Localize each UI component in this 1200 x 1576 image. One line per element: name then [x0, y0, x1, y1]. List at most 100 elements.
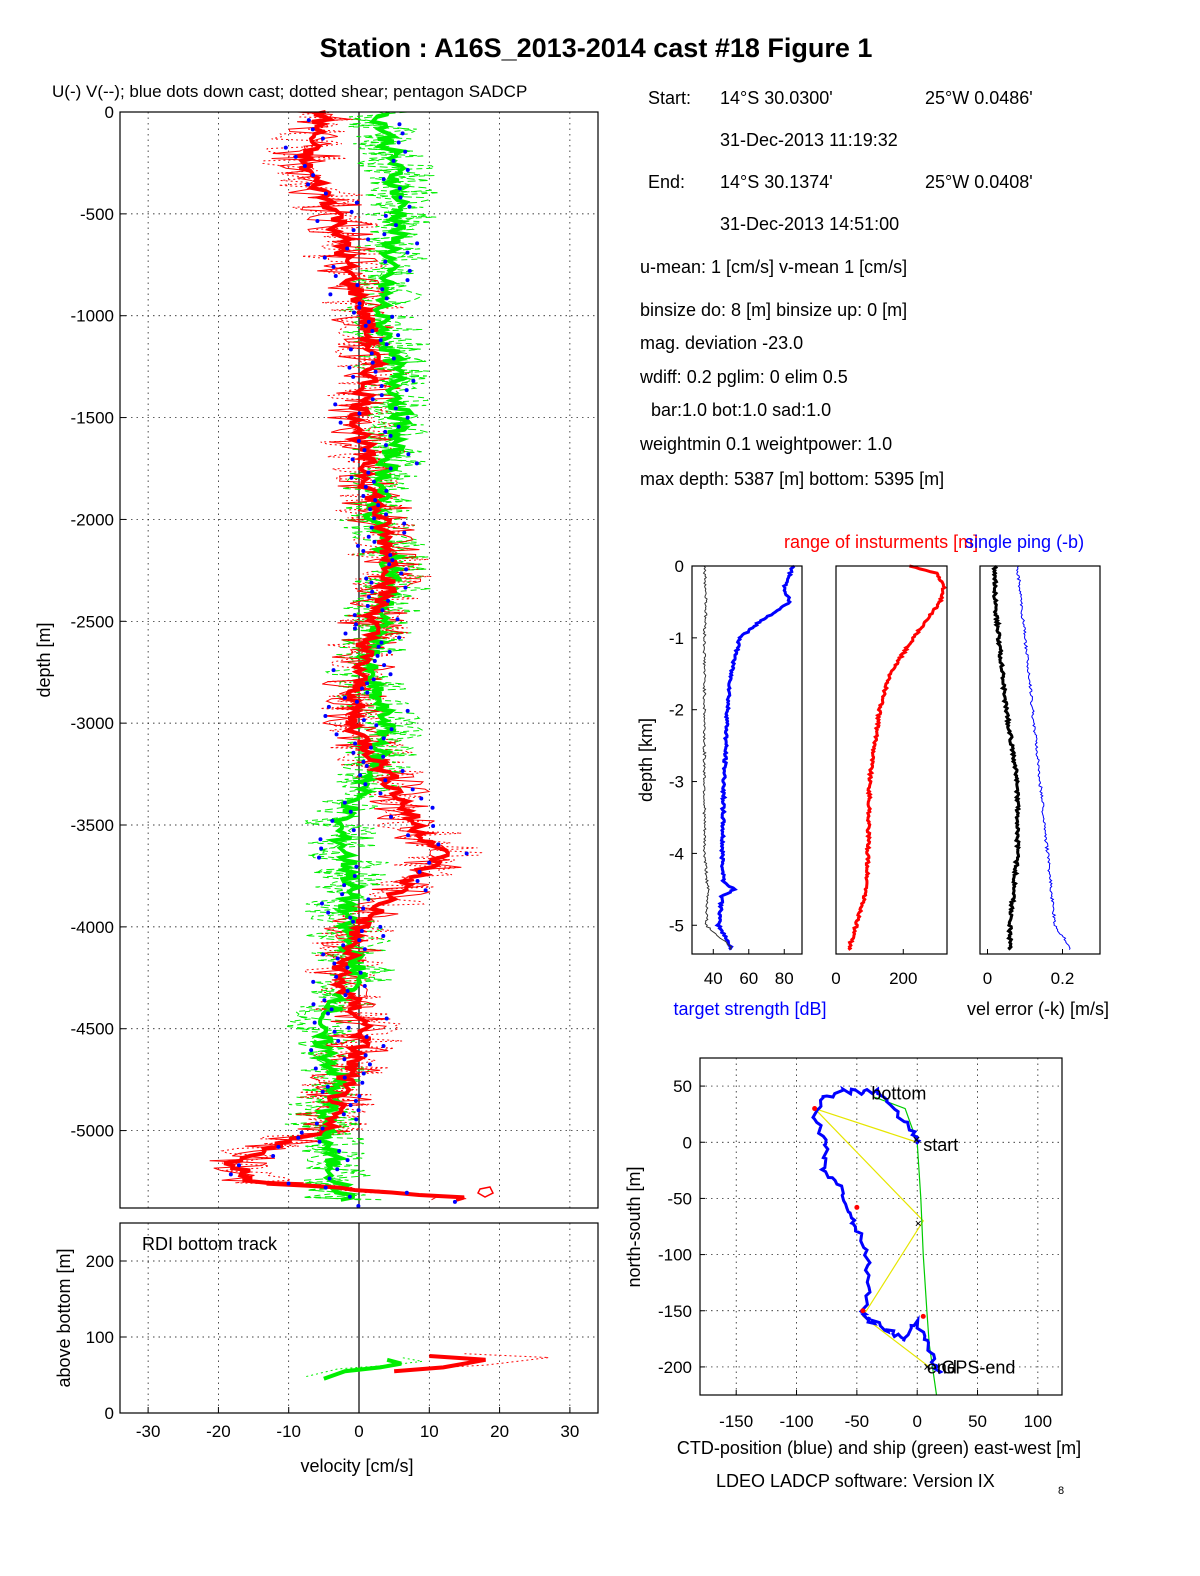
downcast-dot [357, 305, 362, 310]
downcast-dot [315, 218, 320, 223]
downcast-dot [333, 273, 338, 278]
downcast-dot [384, 512, 389, 517]
bottom-track-panel: RDI bottom track -30 -20 -10 0 10 20 30 0 100 200… [54, 1222, 599, 1476]
downcast-dot [382, 663, 387, 668]
downcast-dot [396, 140, 401, 145]
target-strength-ticks: 40 60 80 0 -1 -2 -3 -4 -5 [669, 557, 794, 988]
downcast-dot [391, 158, 396, 163]
downcast-dot [331, 264, 336, 269]
downcast-dot [345, 989, 350, 994]
ctd-marker-dot [860, 1308, 866, 1314]
downcast-dot [384, 1016, 389, 1021]
target-strength-frame [691, 565, 803, 955]
downcast-dot [340, 892, 345, 897]
downcast-dot [386, 598, 391, 603]
velocity-profile-series [209, 110, 483, 1208]
velocity-profile-ytick-label: -4500 [71, 1020, 114, 1039]
downcast-dot [314, 1121, 319, 1126]
bottom-track-xtick-label: 10 [420, 1422, 439, 1441]
range-xtick-label: 200 [889, 969, 917, 988]
downcast-dot [387, 562, 392, 567]
downcast-dot [356, 543, 361, 548]
downcast-dot [331, 668, 336, 673]
downcast-dot [404, 388, 409, 393]
downcast-dot [327, 1176, 332, 1181]
mag-deviation: mag. deviation -23.0 [640, 333, 803, 353]
velocity-error-frame [979, 565, 1101, 955]
downcast-dot [402, 521, 407, 526]
downcast-dot [383, 443, 388, 448]
bottom-track-ytick-label: 0 [105, 1404, 114, 1423]
downcast-dot [396, 424, 401, 429]
downcast-dot [336, 1038, 341, 1043]
ship-track-line [874, 1096, 938, 1396]
velocity-profile-ytick-label: -5000 [71, 1122, 114, 1141]
downcast-dot [313, 1066, 318, 1071]
downcast-dot [283, 145, 288, 150]
downcast-dot [430, 805, 435, 810]
position-frame [699, 1057, 1063, 1396]
velocity-error-xlabel: vel error (-k) [m/s] [967, 999, 1109, 1019]
downcast-dot [369, 525, 374, 530]
bottom-track-xlabel: velocity [cm/s] [300, 1456, 413, 1476]
bottom-track-grid [120, 1223, 598, 1414]
velocity-profile-ytick-label: -2500 [71, 612, 114, 631]
downcast-dot [299, 1130, 304, 1135]
downcast-dot [364, 576, 369, 581]
downcast-dot [369, 580, 374, 585]
downcast-dot [415, 241, 420, 246]
downcast-dot [342, 800, 347, 805]
position-xtick-label: -50 [845, 1412, 870, 1431]
velocity-error-ticks: 0 0.2 [983, 949, 1074, 988]
downcast-dot [361, 549, 366, 554]
bottom-track-ytick-label: 100 [86, 1328, 114, 1347]
downcast-dot [318, 837, 323, 842]
annotation-start: start [923, 1135, 958, 1155]
downcast-dot [352, 873, 357, 878]
downcast-dot [363, 323, 368, 328]
downcast-dot [379, 393, 384, 398]
end-time: 31-Dec-2013 14:51:00 [720, 214, 899, 234]
target-strength-ytick-label: -3 [669, 773, 684, 792]
downcast-dot [388, 672, 393, 677]
downcast-dot [326, 910, 331, 915]
downcast-dot [381, 736, 386, 741]
downcast-dot [388, 553, 393, 558]
ctd-marker-dot [854, 1204, 860, 1210]
velocity-profile-yticks: 0 -500 -1000 -1500 -2000 -2500 -3000 -3500 -4000… [71, 103, 126, 1141]
downcast-dot [353, 1099, 358, 1104]
downcast-dot [419, 796, 424, 801]
downcast-dot [349, 209, 354, 214]
downcast-dot [228, 1172, 233, 1177]
downcast-dot [346, 1025, 351, 1030]
target-strength-xtick-label: 60 [739, 969, 758, 988]
position-ytick-label: -100 [658, 1246, 692, 1265]
downcast-dot [311, 979, 316, 984]
downcast-dot [345, 965, 350, 970]
downcast-dot [362, 448, 367, 453]
bottom-track-xtick-label: -20 [206, 1422, 231, 1441]
downcast-dot [342, 695, 347, 700]
downcast-dot [370, 328, 375, 333]
downcast-dot [351, 750, 356, 755]
downcast-dot [381, 934, 386, 939]
downcast-dot [356, 439, 361, 444]
downcast-dot [357, 1093, 362, 1098]
downcast-dot [352, 613, 357, 618]
downcast-dot [367, 1062, 372, 1067]
target-strength-ytick-label: -4 [669, 844, 684, 863]
downcast-dot [341, 943, 346, 948]
downcast-dot [358, 970, 363, 975]
downcast-dot [328, 292, 333, 297]
range-frame [835, 565, 948, 955]
downcast-dot [366, 897, 371, 902]
range-ticks: 0 200 [831, 949, 917, 988]
downcast-dot [415, 879, 420, 884]
downcast-dot [417, 869, 422, 874]
cast-info-block: Start: 14°S 30.0300' 25°W 0.0486' 31-Dec… [639, 88, 1033, 489]
target-strength-panel: 40 60 80 0 -1 -2 -3 -4 -5 depth [km] target stre… [636, 557, 827, 1019]
downcast-dot [348, 915, 353, 920]
range-range-line [847, 564, 947, 951]
downcast-dot [387, 649, 392, 654]
downcast-dot [320, 136, 325, 141]
